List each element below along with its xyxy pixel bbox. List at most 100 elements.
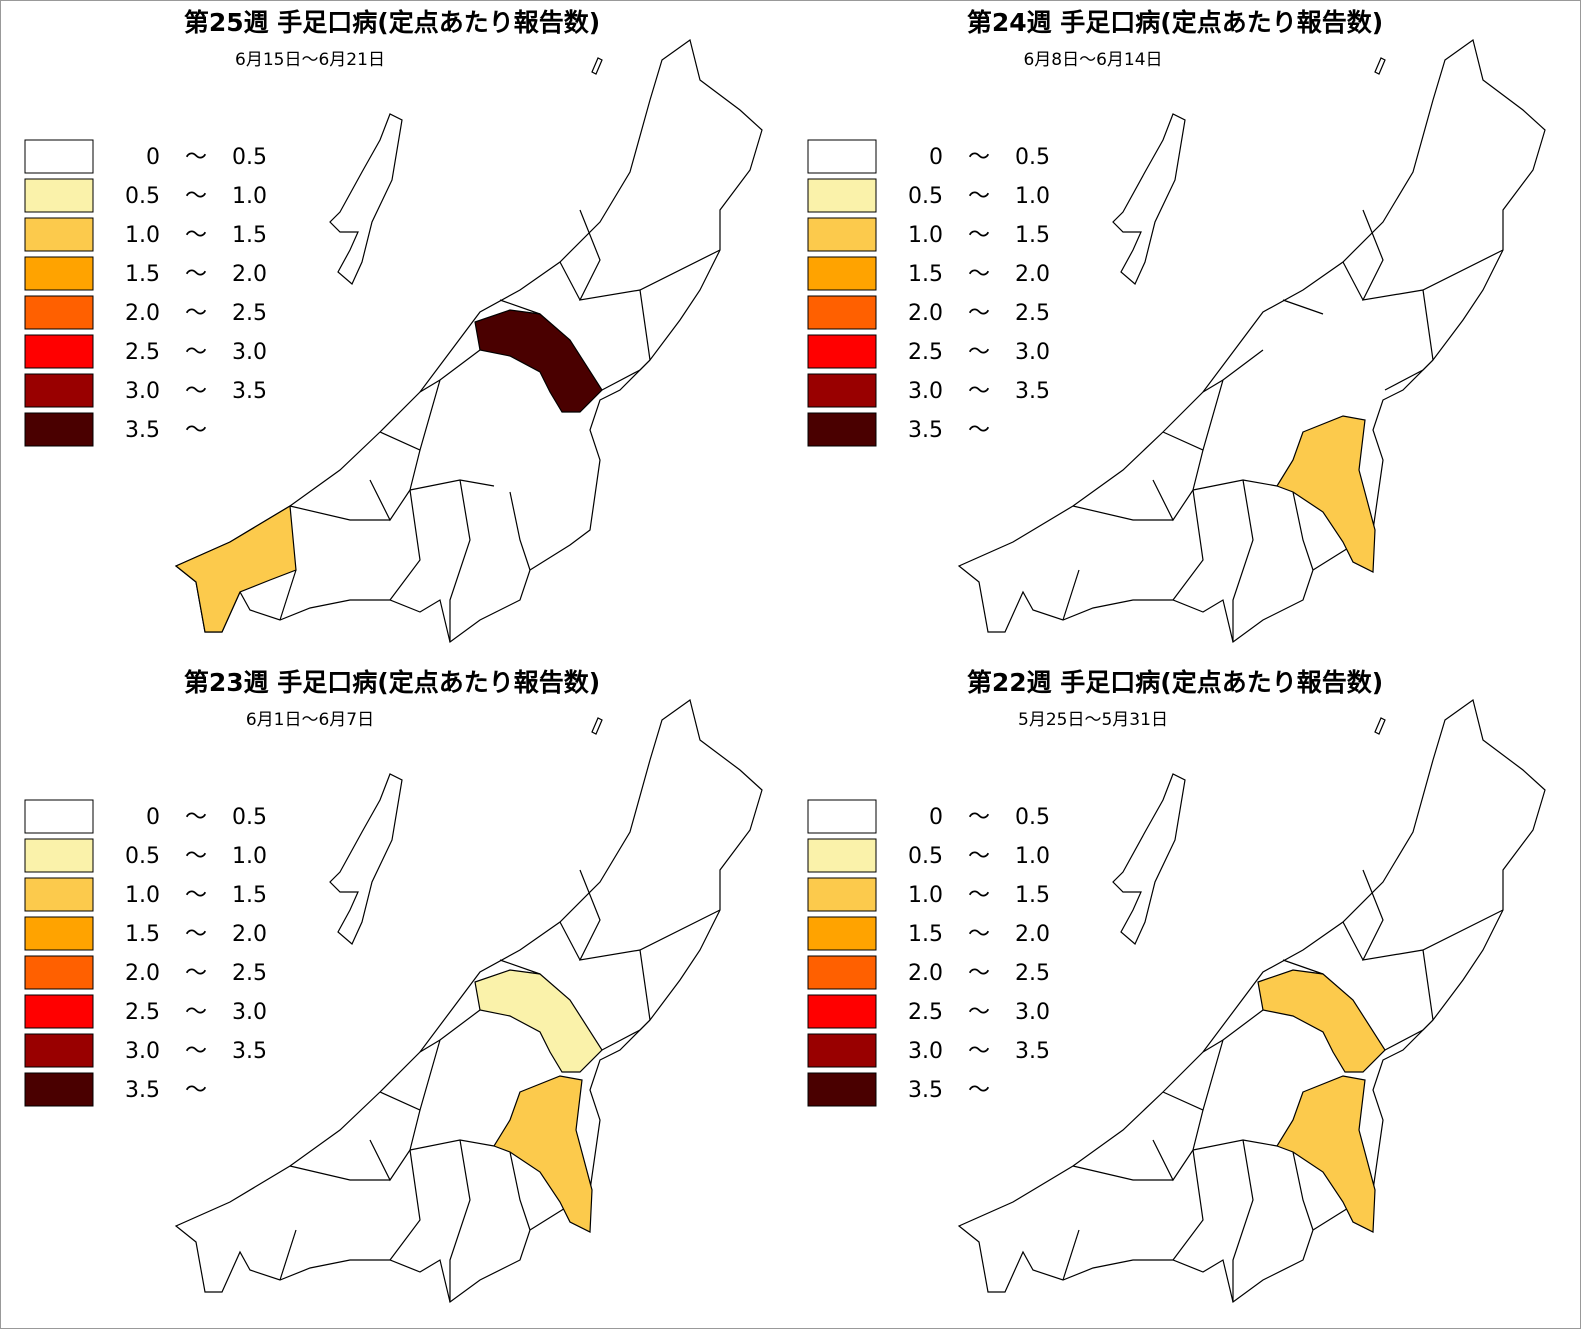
region-border [601, 1019, 651, 1051]
panel-period: 5月25日～5月31日 [1018, 710, 1168, 730]
region-border [1172, 489, 1204, 601]
panel-period: 6月15日～6月21日 [235, 50, 385, 70]
legend-label: 〜 [185, 184, 207, 209]
legend-label: 2.0 [1015, 262, 1050, 287]
legend-label: 〜 [968, 223, 990, 248]
region-border [1062, 1229, 1080, 1281]
panel-title: 第25週 手足口病(定点あたり報告数) [184, 8, 600, 37]
prefecture-outline [957, 38, 1546, 644]
legend-label: 1.5 [1015, 223, 1050, 248]
region-border [1232, 1139, 1254, 1302]
region-border [279, 1229, 297, 1281]
legend-label: 3.0 [908, 1039, 943, 1064]
legend-swatch [24, 178, 94, 213]
legend-label: 2.5 [1015, 961, 1050, 986]
region-border [509, 1151, 531, 1231]
legend-label: 〜 [185, 1078, 207, 1103]
region-border [1282, 299, 1324, 315]
legend-label: 〜 [968, 1000, 990, 1025]
legend-swatch [807, 139, 877, 174]
legend-swatch [807, 916, 877, 951]
region-border [499, 299, 541, 315]
legend-label: 〜 [968, 340, 990, 365]
legend-label: 〜 [185, 145, 207, 170]
legend-label: 0.5 [1015, 145, 1050, 170]
region-border [559, 261, 581, 301]
legend-label: 〜 [185, 883, 207, 908]
legend-label: 1.0 [908, 883, 943, 908]
region-border [1384, 359, 1434, 391]
legend-swatch [807, 373, 877, 408]
legend-swatch [807, 994, 877, 1029]
region-border [1072, 505, 1173, 521]
legend-swatch [807, 256, 877, 291]
legend-label: 0 [146, 805, 160, 830]
legend-swatch [24, 994, 94, 1029]
legend-label: 2.5 [125, 1000, 160, 1025]
legend-swatch [24, 877, 94, 912]
region-border [601, 359, 651, 391]
legend-label: 3.5 [908, 1078, 943, 1103]
legend-label: 1.5 [1015, 883, 1050, 908]
legend-label: 0.5 [908, 184, 943, 209]
legend-label: 〜 [968, 844, 990, 869]
region-border [1422, 289, 1434, 361]
island-outline [329, 773, 403, 945]
legend-label: 〜 [185, 961, 207, 986]
legend-label: 〜 [968, 301, 990, 326]
legend-label: 0.5 [232, 145, 267, 170]
legend-label: 3.5 [232, 1039, 267, 1064]
region-fill [474, 309, 603, 413]
prefecture-outline [957, 698, 1546, 1304]
legend-label: 3.0 [232, 1000, 267, 1025]
legend-label: 1.0 [232, 184, 267, 209]
region-border [509, 491, 531, 571]
region-border [1152, 1109, 1204, 1182]
legend-label: 〜 [968, 883, 990, 908]
legend-swatch [24, 955, 94, 990]
panel-title: 第24週 手足口病(定点あたり報告数) [967, 8, 1383, 37]
region-border [389, 1149, 421, 1261]
prefecture-outline [174, 38, 763, 644]
region-border [369, 1109, 421, 1182]
legend-label: 〜 [185, 844, 207, 869]
legend-swatch [807, 334, 877, 369]
region-border [279, 569, 297, 621]
map-panel: 第23週 手足口病(定点あたり報告数) 6月1日～6月7日 0 〜 0.5 0.5 〜 1.0… [24, 668, 763, 1304]
region-border [1342, 261, 1364, 301]
legend-label: 1.0 [908, 223, 943, 248]
region-border [1062, 569, 1080, 621]
map-panel: 第22週 手足口病(定点あたり報告数) 5月25日～5月31日 0 〜 0.5 0.5 〜 1… [807, 668, 1546, 1304]
legend-swatch [807, 412, 877, 447]
region-fill [474, 969, 603, 1073]
panel-title: 第22週 手足口病(定点あたり報告数) [967, 668, 1383, 697]
legend-label: 3.5 [1015, 379, 1050, 404]
legend-label: 3.0 [125, 379, 160, 404]
region-fill [174, 504, 297, 633]
legend-swatch [807, 877, 877, 912]
legend-label: 3.0 [232, 340, 267, 365]
legend-label: 1.0 [125, 223, 160, 248]
legend-label: 0 [929, 145, 943, 170]
region-border [1172, 1149, 1204, 1261]
island-outline [1112, 113, 1186, 285]
legend-label: 1.0 [232, 844, 267, 869]
islet [1374, 57, 1386, 75]
legend-label: 〜 [185, 301, 207, 326]
legend-label: 3.5 [232, 379, 267, 404]
legend-label: 〜 [968, 145, 990, 170]
legend-label: 2.0 [1015, 922, 1050, 947]
legend-label: 3.0 [1015, 340, 1050, 365]
region-border [1282, 959, 1324, 975]
legend-swatch [24, 334, 94, 369]
map-panel: 第24週 手足口病(定点あたり報告数) 6月8日～6月14日 0 〜 0.5 0.5 〜 1.… [807, 8, 1546, 644]
islet [591, 717, 603, 735]
legend-label: 〜 [968, 418, 990, 443]
legend-swatch [24, 217, 94, 252]
legend-label: 〜 [185, 1000, 207, 1025]
legend-label: 0.5 [1015, 805, 1050, 830]
legend-label: 0.5 [125, 184, 160, 209]
region-border [449, 479, 471, 642]
region-border [559, 921, 581, 961]
